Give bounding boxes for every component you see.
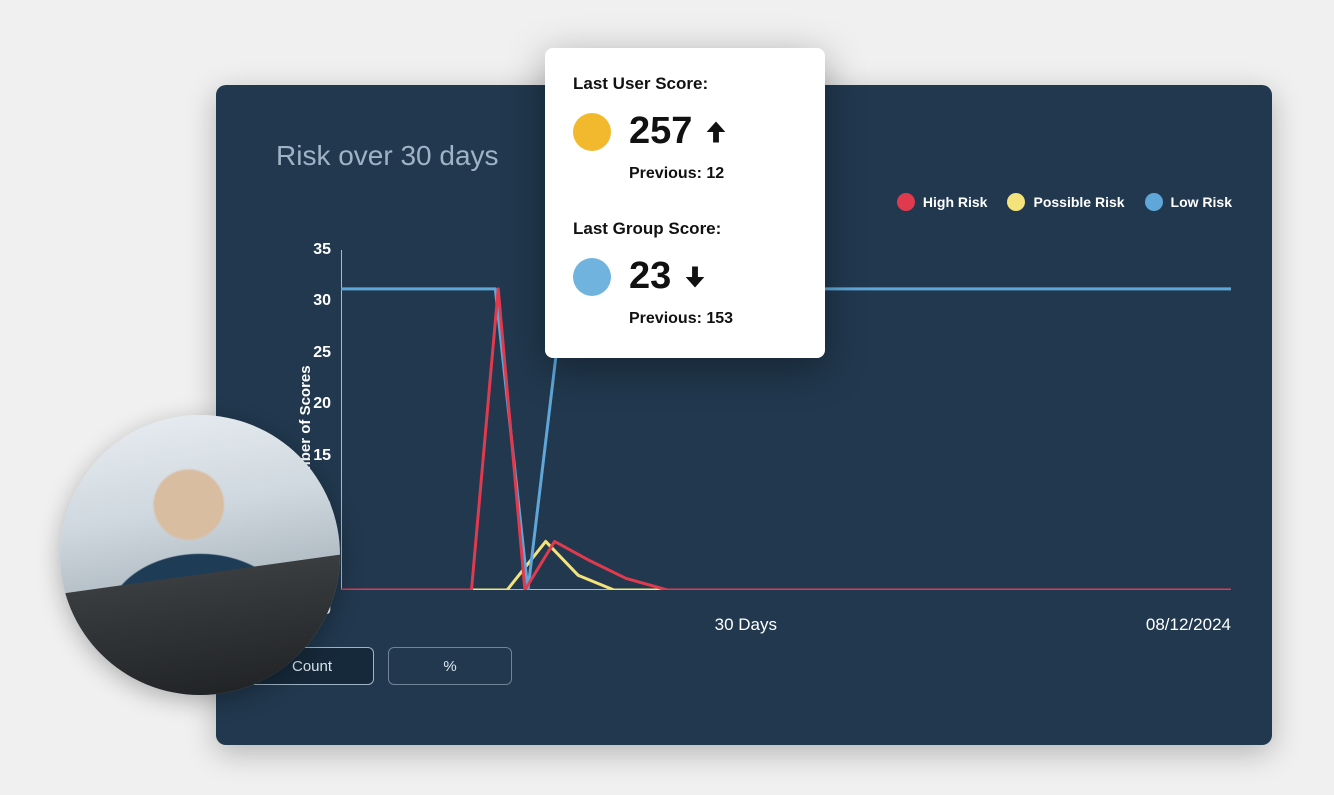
legend-item-low-risk: Low Risk (1145, 193, 1232, 211)
tooltip-user-dot (573, 113, 611, 151)
tooltip-user-block: Last User Score: 257 Previous: 12 (573, 74, 797, 183)
legend: High Risk Possible Risk Low Risk (897, 193, 1232, 211)
tooltip-user-title: Last User Score: (573, 74, 797, 94)
legend-dot-possible-risk (1007, 193, 1025, 211)
legend-label: Possible Risk (1033, 194, 1124, 210)
tooltip-group-value: 23 (629, 255, 709, 298)
tooltip-group-dot (573, 258, 611, 296)
legend-label: Low Risk (1171, 194, 1232, 210)
legend-item-possible-risk: Possible Risk (1007, 193, 1124, 211)
x-axis-center-label: 30 Days (715, 615, 777, 635)
tooltip-user-previous: Previous: 12 (573, 165, 797, 183)
percent-button[interactable]: % (388, 647, 512, 685)
legend-item-high-risk: High Risk (897, 193, 988, 211)
panel-title: Risk over 30 days (276, 140, 499, 172)
y-tick: 25 (291, 344, 331, 362)
legend-dot-low-risk (1145, 193, 1163, 211)
arrow-down-icon (681, 263, 709, 291)
y-tick: 35 (291, 241, 331, 259)
tooltip-group-title: Last Group Score: (573, 219, 797, 239)
arrow-up-icon (702, 118, 730, 146)
y-tick: 20 (291, 395, 331, 413)
legend-label: High Risk (923, 194, 988, 210)
percent-button-label: % (443, 658, 456, 675)
y-tick: 30 (291, 292, 331, 310)
tooltip-group-previous: Previous: 153 (573, 310, 797, 328)
score-tooltip: Last User Score: 257 Previous: 12 Last G… (545, 48, 825, 358)
x-axis-date-label: 08/12/2024 (1146, 615, 1231, 635)
legend-dot-high-risk (897, 193, 915, 211)
tooltip-group-block: Last Group Score: 23 Previous: 153 (573, 219, 797, 328)
x-axis-labels: . 30 Days 08/12/2024 (341, 615, 1231, 635)
avatar (60, 415, 340, 695)
tooltip-user-value: 257 (629, 110, 730, 153)
